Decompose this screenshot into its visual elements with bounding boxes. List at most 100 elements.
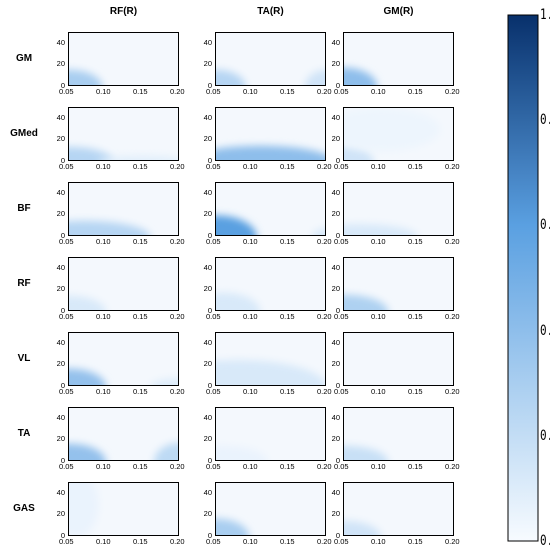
heatmap-panel-svg: [69, 69, 103, 85]
heatmap-panel-svg: [216, 360, 325, 385]
x-tick-label: 0.15: [280, 162, 295, 171]
row-label: TA: [17, 428, 31, 439]
heatmap-blob: [344, 445, 389, 460]
x-tick-label: 0.05: [334, 537, 349, 546]
heatmap-panel: [343, 107, 454, 161]
x-tick-label: 0.20: [317, 162, 332, 171]
y-tick-label: 40: [203, 487, 212, 497]
x-tick-label: 0.10: [243, 87, 258, 96]
heatmap-panel: [68, 257, 179, 311]
heatmap-panel-svg: [344, 67, 378, 85]
y-tick-label: 20: [56, 59, 65, 69]
y-tick-label: 40: [331, 112, 340, 122]
x-tick-label: 0.20: [170, 387, 185, 396]
x-tick-label: 0.15: [408, 312, 423, 321]
heatmap-blob: [216, 69, 246, 85]
heatmap-panel: [343, 407, 454, 461]
x-tick-label: 0.20: [170, 162, 185, 171]
y-tick-label: 20: [331, 434, 340, 444]
heatmap-panel: [343, 182, 454, 236]
y-tick-label: 20: [331, 209, 340, 219]
y-tick-label: 0: [335, 81, 340, 90]
x-tick-label: 0.05: [206, 237, 221, 246]
y-tick-label: 0: [60, 381, 65, 390]
colorbar-tick-label: 0.2: [540, 427, 550, 444]
heatmap-panel-svg: [69, 483, 99, 535]
x-tick-label: 0.15: [280, 537, 295, 546]
y-tick-label: 0: [60, 231, 65, 240]
x-tick-label: 0.05: [334, 462, 349, 471]
x-tick-label: 0.15: [408, 462, 423, 471]
y-tick-label: 40: [203, 187, 212, 197]
x-tick-label: 0.10: [96, 162, 111, 171]
heatmap-panel: [215, 407, 326, 461]
y-tick-label: 20: [203, 59, 212, 69]
colorbar-gradient: [507, 14, 539, 542]
x-tick-label: 0.20: [445, 162, 460, 171]
colorbar: [507, 14, 539, 542]
colorbar-tick-label: 0.4: [540, 321, 550, 339]
y-tick-label: 20: [56, 134, 65, 144]
x-tick-label: 0.05: [206, 87, 221, 96]
y-tick-label: 0: [207, 81, 212, 90]
heatmap-blob: [344, 520, 381, 535]
x-tick-label: 0.10: [96, 387, 111, 396]
row-label: GM: [15, 53, 33, 64]
x-tick-label: 0.20: [445, 537, 460, 546]
x-tick-label: 0.05: [334, 162, 349, 171]
y-tick-label: 0: [207, 456, 212, 465]
x-tick-label: 0.05: [59, 387, 74, 396]
y-tick-label: 20: [56, 509, 65, 519]
colorbar-tick-label: 0.8: [540, 111, 550, 128]
heatmap-panel: [215, 257, 326, 311]
heatmap-panel: [68, 482, 179, 536]
y-tick-label: 20: [56, 209, 65, 219]
row-label: RF: [17, 278, 31, 289]
y-tick-label: 20: [331, 59, 340, 69]
y-tick-label: 40: [56, 112, 65, 122]
heatmap-blob: [69, 146, 113, 160]
column-title: RF(R): [109, 6, 138, 17]
x-tick-label: 0.05: [59, 537, 74, 546]
heatmap-panel-svg: [216, 445, 268, 460]
y-tick-label: 0: [335, 531, 340, 540]
x-tick-label: 0.20: [445, 387, 460, 396]
heatmap-panel-svg: [216, 292, 261, 310]
y-tick-label: 0: [207, 306, 212, 315]
x-tick-label: 0.05: [206, 387, 221, 396]
column-title: TA(R): [257, 6, 284, 17]
heatmap-panel-svg: [216, 69, 325, 85]
row-label: VL: [17, 353, 31, 364]
x-tick-label: 0.05: [206, 162, 221, 171]
x-tick-label: 0.15: [280, 237, 295, 246]
y-tick-label: 40: [56, 187, 65, 197]
y-tick-label: 0: [207, 156, 212, 165]
x-tick-label: 0.10: [96, 537, 111, 546]
heatmap-blob: [344, 108, 441, 152]
y-tick-label: 0: [207, 531, 212, 540]
x-tick-label: 0.20: [170, 537, 185, 546]
y-tick-label: 40: [331, 187, 340, 197]
x-tick-label: 0.20: [445, 312, 460, 321]
y-tick-label: 20: [331, 284, 340, 294]
x-tick-label: 0.15: [133, 237, 148, 246]
y-tick-label: 20: [203, 134, 212, 144]
y-tick-label: 0: [335, 156, 340, 165]
x-tick-label: 0.05: [206, 312, 221, 321]
heatmap-panel-svg: [69, 220, 150, 235]
y-tick-label: 0: [335, 381, 340, 390]
colorbar-tick-label: 0.0: [540, 532, 550, 549]
y-tick-label: 0: [60, 306, 65, 315]
x-tick-label: 0.20: [170, 312, 185, 321]
x-tick-label: 0.10: [243, 537, 258, 546]
x-tick-label: 0.15: [280, 462, 295, 471]
y-tick-label: 20: [203, 284, 212, 294]
x-tick-label: 0.05: [206, 462, 221, 471]
y-tick-label: 0: [335, 306, 340, 315]
y-tick-label: 40: [56, 37, 65, 47]
y-tick-label: 0: [60, 156, 65, 165]
column-title: GM(R): [383, 6, 414, 17]
y-tick-label: 40: [331, 337, 340, 347]
heatmap-blob: [216, 518, 250, 535]
